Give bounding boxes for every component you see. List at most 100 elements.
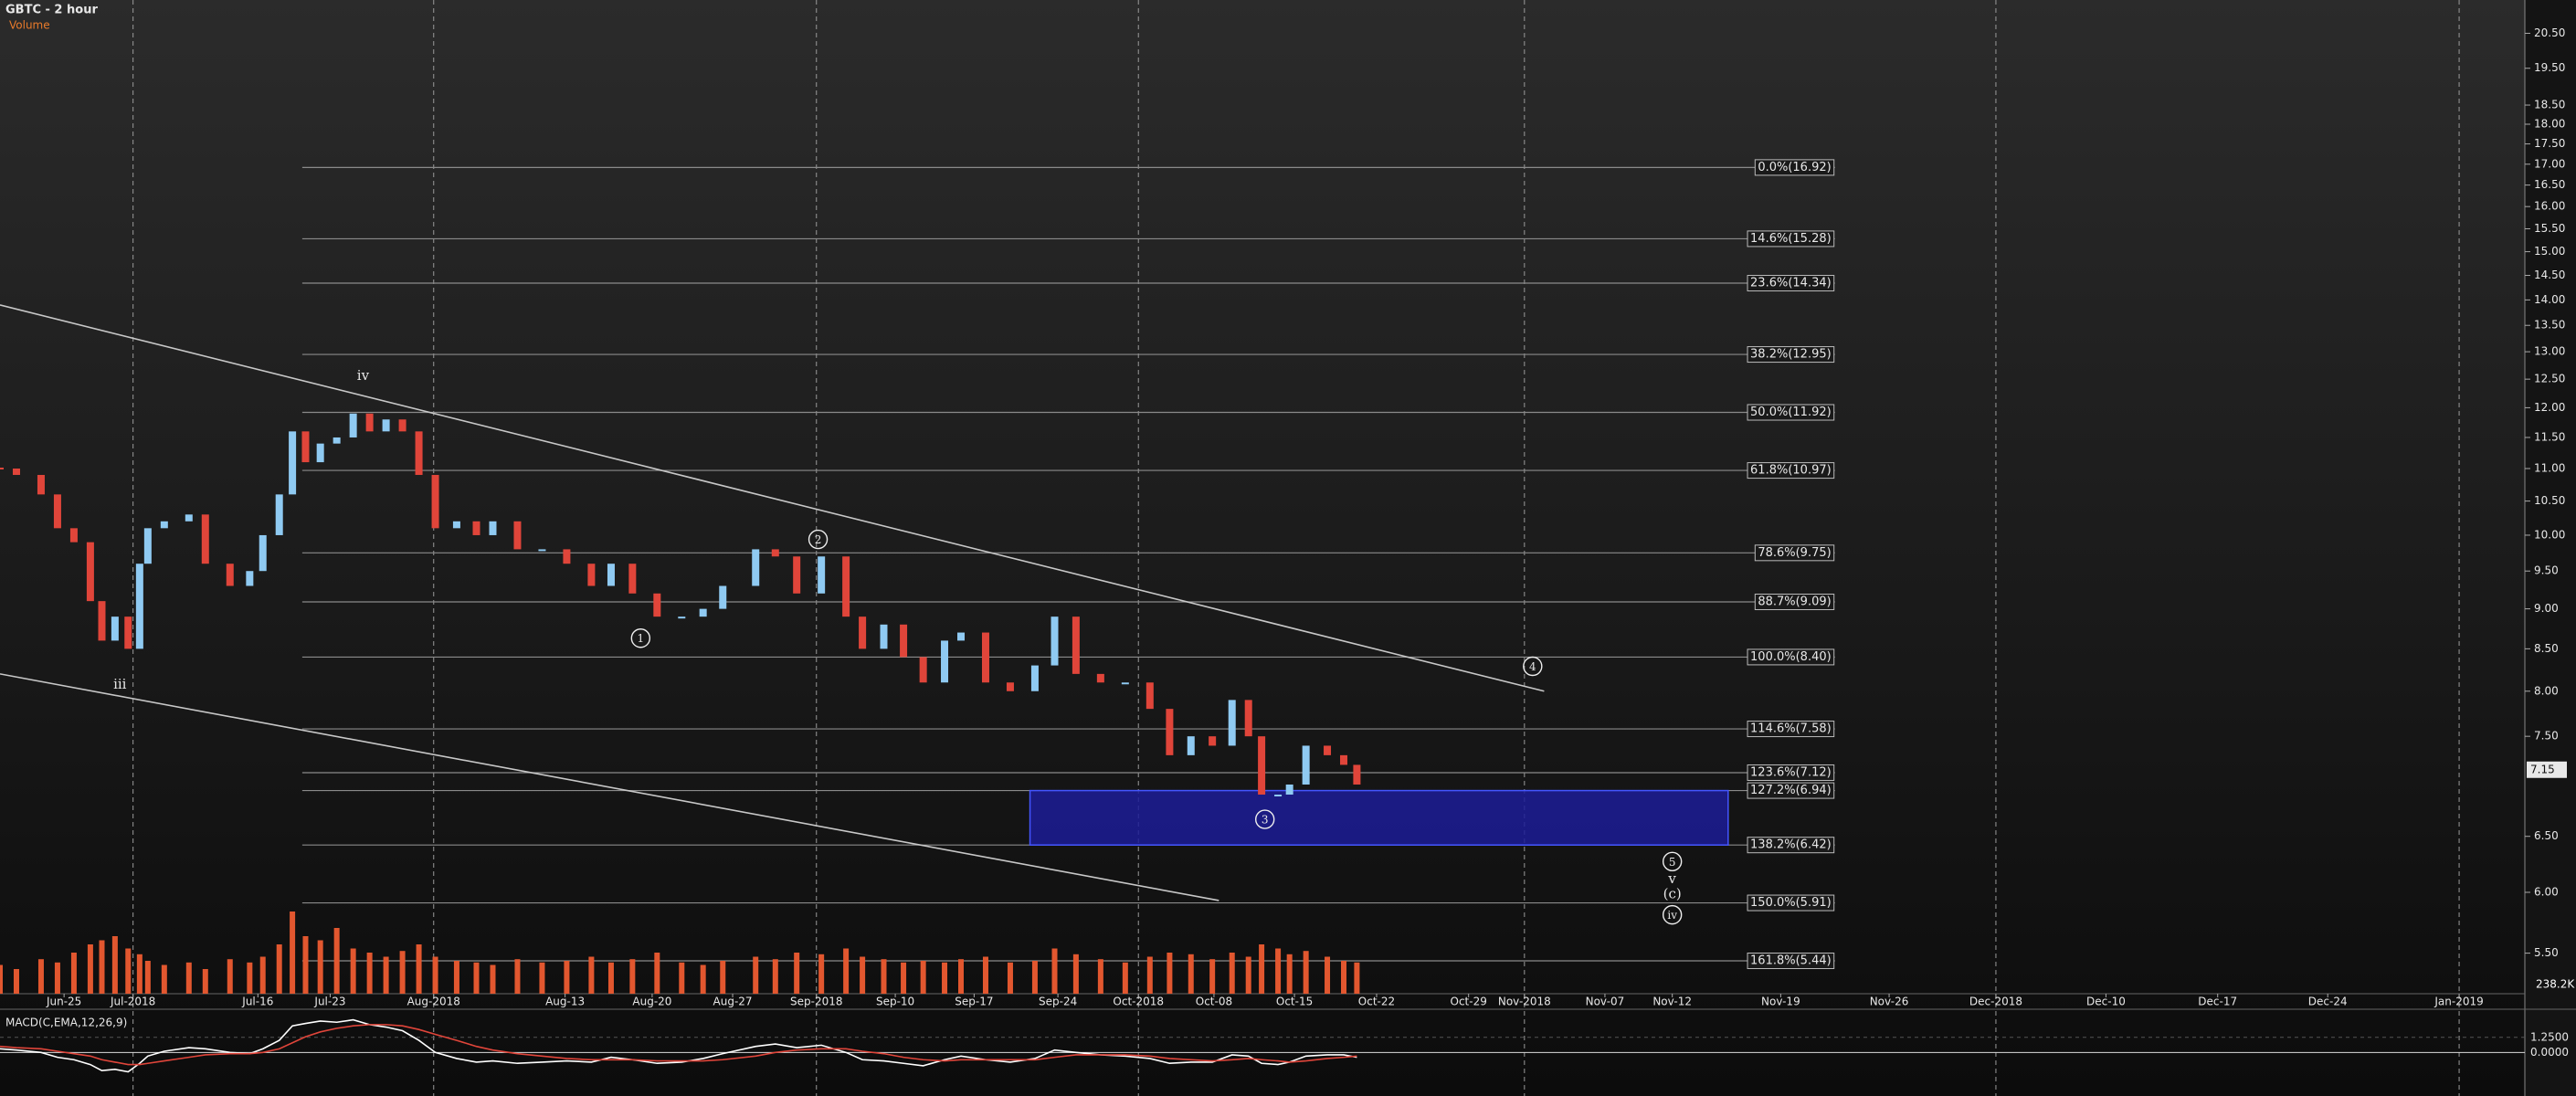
y-tick-label: 6.00 (2534, 885, 2559, 898)
volume-bar (942, 962, 948, 994)
price-bar (316, 443, 324, 463)
price-bar (587, 564, 596, 586)
price-bar (382, 419, 390, 432)
price-bar (201, 514, 209, 564)
wave-label: 3 (1262, 814, 1269, 827)
fib-label-box (1747, 230, 1835, 248)
x-tick-label: Dec-10 (2086, 996, 2126, 1008)
volume-bar (290, 912, 296, 994)
fib-label: 50.0%(11.92) (1750, 406, 1832, 419)
volume-bar (1325, 956, 1331, 994)
x-tick-label: Sep-24 (1039, 996, 1077, 1008)
x-tick-label: Aug-2018 (407, 996, 460, 1008)
wave-label: 1 (638, 632, 645, 645)
volume-bar (1097, 959, 1103, 994)
wave-circle (1254, 809, 1275, 829)
wave-label: iv (357, 367, 370, 384)
volume-bar (1007, 962, 1013, 994)
volume-bar (1229, 953, 1235, 994)
fib-label: 161.8%(5.44) (1750, 954, 1832, 967)
price-bar (246, 571, 254, 586)
fib-label: 88.7%(9.09) (1758, 595, 1831, 608)
volume-bar (607, 962, 614, 994)
volume-bar (1122, 962, 1128, 994)
price-bar (513, 521, 522, 550)
volume-bar (383, 956, 389, 994)
price-bar (1187, 736, 1195, 755)
price-bar (859, 616, 867, 649)
price-bar (275, 494, 283, 535)
volume-bar (720, 961, 726, 994)
volume-bar (227, 959, 233, 994)
y-tick-label: 11.00 (2534, 461, 2565, 474)
volume-bar (453, 961, 459, 994)
price-bar (185, 514, 193, 522)
x-tick-label: Jun-25 (46, 996, 81, 1008)
volume-bar (473, 962, 480, 994)
fib-label-box (1747, 462, 1835, 480)
volume-bar (432, 956, 438, 994)
y-tick-label: 15.50 (2534, 222, 2565, 235)
price-bar (365, 413, 374, 432)
volume-bar (185, 962, 192, 994)
price-bar (226, 564, 234, 586)
volume-bar (982, 956, 988, 994)
fib-label: 78.6%(9.75) (1758, 546, 1831, 560)
y-tick-label: 15.00 (2534, 245, 2565, 258)
fib-label: 38.2%(12.95) (1750, 348, 1832, 362)
volume-bar (416, 944, 422, 994)
volume-bar (1146, 956, 1153, 994)
volume-bar (1188, 954, 1194, 994)
wave-circle (1662, 851, 1683, 871)
x-tick-label: Nov-2018 (1498, 996, 1551, 1008)
volume-bar (37, 959, 44, 994)
volume-bar (111, 936, 118, 994)
x-tick-label: Dec-24 (2308, 996, 2348, 1008)
price-bar (135, 564, 143, 649)
price-bar (1274, 794, 1283, 796)
volume-bar (54, 962, 60, 994)
y-tick-label: 10.00 (2534, 528, 2565, 541)
volume-bar (588, 956, 595, 994)
volume-bar (161, 964, 167, 994)
price-bar (1353, 764, 1361, 785)
price-bar (957, 632, 966, 641)
volume-bar (302, 936, 309, 994)
volume-bar (399, 951, 406, 994)
price-bar (431, 474, 439, 529)
price-bar (1166, 709, 1174, 755)
chart-title: GBTC - 2 hour (5, 4, 98, 17)
volume-bar (1209, 959, 1216, 994)
volume-bar (1354, 962, 1360, 994)
price-bar (415, 431, 423, 475)
y-tick-label: 9.00 (2534, 602, 2559, 615)
price-bar (259, 534, 267, 572)
x-tick-label: Aug-27 (713, 996, 753, 1008)
price-bar (472, 521, 480, 535)
y-tick-label: 18.50 (2534, 99, 2565, 111)
volume-bar (87, 944, 93, 994)
y-tick-label: 6.50 (2534, 829, 2559, 842)
fib-label-box (1747, 837, 1835, 854)
y-tick-label: 10.50 (2534, 494, 2565, 507)
price-bar (1121, 682, 1129, 685)
price-bar (1030, 665, 1039, 691)
price-bar (160, 521, 168, 529)
price-bar (53, 494, 61, 529)
price-bar (1324, 745, 1332, 755)
y-tick-label: 14.00 (2534, 293, 2565, 306)
price-bar (12, 468, 20, 475)
wave-label: iii (113, 676, 127, 692)
price-bar (1258, 736, 1266, 795)
volume-bar (125, 948, 132, 994)
macd-line (0, 1024, 1357, 1066)
volume-bar (700, 964, 706, 994)
x-tick-label: Aug-20 (632, 996, 671, 1008)
price-bar (1006, 682, 1014, 691)
price-bar (1244, 700, 1252, 737)
volume-bar (753, 956, 759, 994)
volume-bar (1259, 944, 1265, 994)
price-bar (699, 608, 707, 617)
